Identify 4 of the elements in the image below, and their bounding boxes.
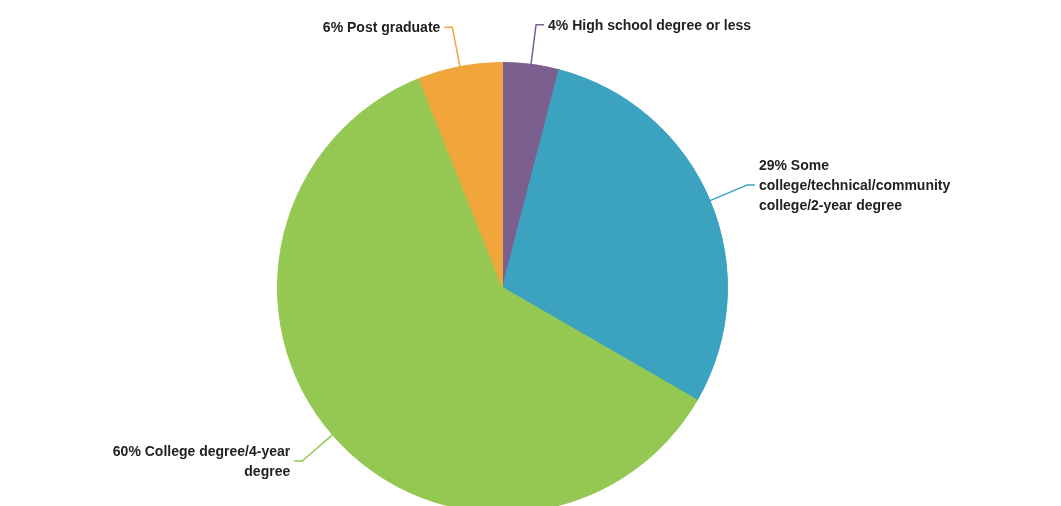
slice-label: 60% College degree/4-year degree: [112, 443, 291, 480]
slice-label: 4% High school degree or less: [548, 16, 752, 33]
slice-label: 29% Some college/technical/community college/2-year degree: [758, 157, 951, 214]
slice-label: 6% Post graduate: [322, 19, 441, 36]
